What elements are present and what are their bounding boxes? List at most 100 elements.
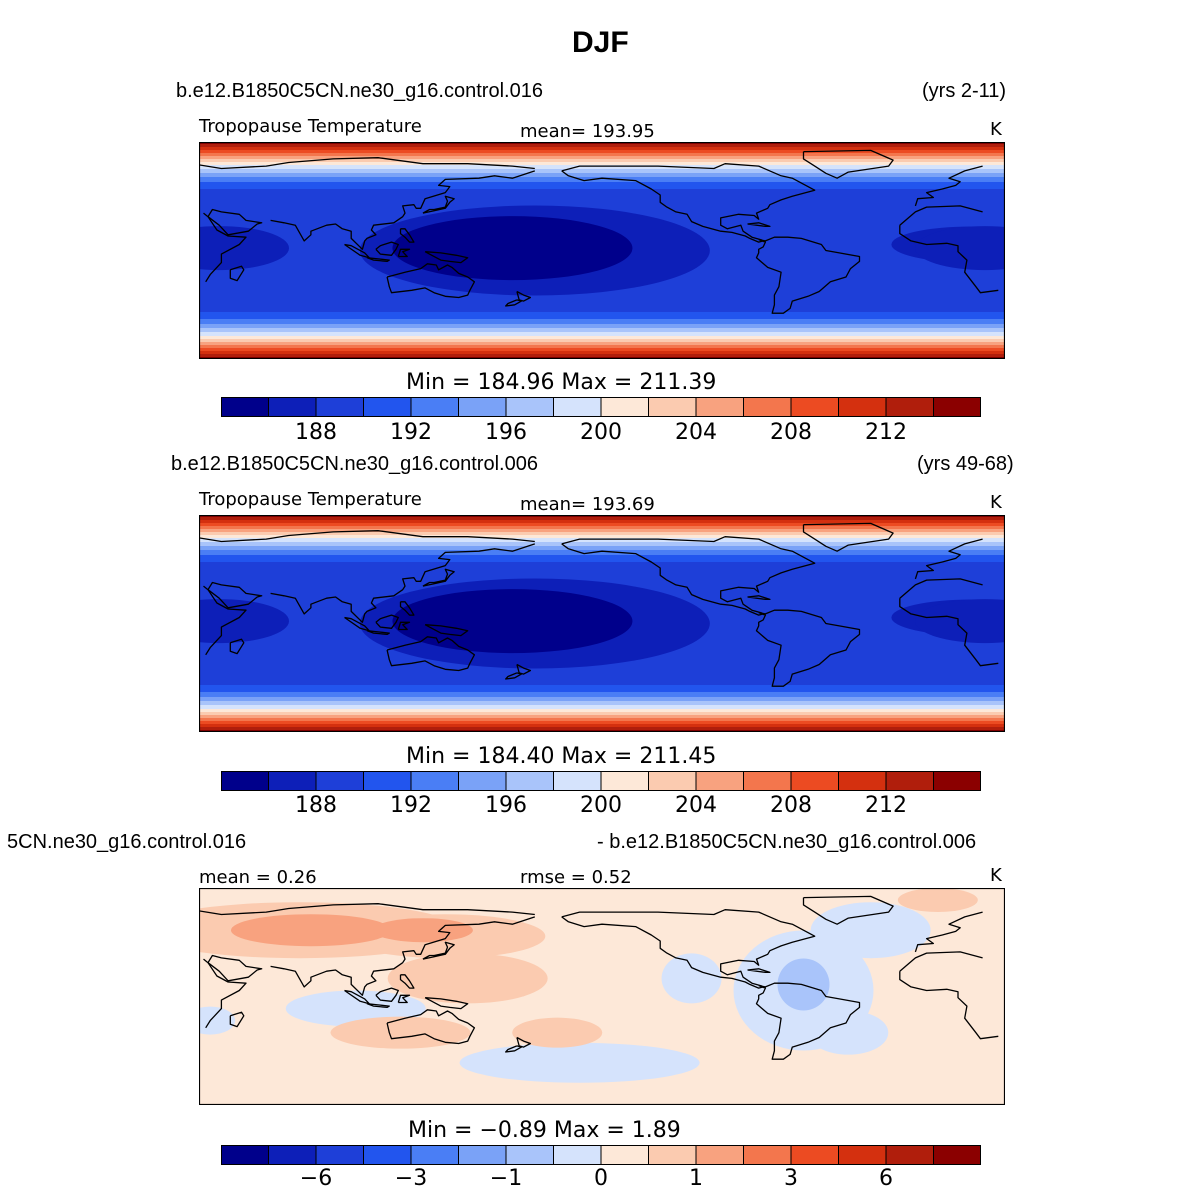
coastline-philippines — [399, 601, 415, 616]
coastline-sumatra — [344, 243, 370, 259]
colorbar-tick-label: 0 — [594, 1166, 608, 1191]
colorbar-frame — [221, 397, 981, 417]
coastline-nz2 — [505, 299, 523, 307]
colorbar-swatch — [885, 1145, 934, 1165]
coastline-philippines — [399, 974, 415, 989]
colorbar-tick-label: 188 — [295, 793, 337, 818]
coastline-java — [366, 257, 390, 263]
coastline-australia — [386, 263, 476, 299]
coastlines — [199, 149, 999, 314]
colorbar-swatch — [553, 771, 602, 791]
colorbar-swatch — [933, 1145, 981, 1165]
map-frame — [199, 888, 1005, 1105]
colorbar-tick-label: 196 — [485, 793, 527, 818]
colorbar-swatch — [410, 771, 459, 791]
colorbar-swatch — [838, 397, 887, 417]
coastline-sulawesi — [397, 248, 411, 258]
colorbar-swatch — [743, 1145, 792, 1165]
coastline-madagascar — [229, 1011, 245, 1028]
coastline-greenland — [802, 522, 894, 552]
colorbar-swatch — [790, 1145, 839, 1165]
mean-label-2: mean= 193.69 — [520, 494, 655, 515]
contour-blob — [372, 918, 473, 943]
colorbar-tick-label: 192 — [390, 420, 432, 445]
colorbar-tick-label: 6 — [879, 1166, 893, 1191]
map-panel-3 — [199, 888, 1005, 1105]
coastline-india — [270, 916, 536, 996]
contour-fill — [199, 515, 1005, 732]
coastline-sulawesi — [397, 994, 411, 1004]
mean-label-3: mean = 0.26 — [199, 867, 317, 888]
coastline-india — [270, 543, 536, 623]
coastline-africa — [203, 951, 999, 1040]
coastline-sumatra — [344, 989, 370, 1005]
colorbar-tick-label: 200 — [580, 420, 622, 445]
colorbar-tick-label: 1 — [689, 1166, 703, 1191]
contour-blob — [897, 888, 978, 913]
coastline-nz — [516, 663, 532, 675]
colorbar-swatch — [268, 771, 317, 791]
coastlines — [199, 522, 999, 687]
coastline-cuba — [747, 222, 771, 228]
case-label-3-right: - b.e12.B1850C5CN.ne30_g16.control.006 — [597, 831, 977, 853]
map-frame — [199, 142, 1005, 359]
map-panel-1 — [199, 142, 1005, 359]
colorbar-tick-label: −1 — [489, 1166, 523, 1191]
colorbar-swatch — [885, 397, 934, 417]
colorbar-2 — [221, 771, 981, 791]
colorbar-tick-label: 3 — [784, 1166, 798, 1191]
contour-blob — [808, 1010, 889, 1055]
colorbar-swatch — [315, 1145, 364, 1165]
coastline-africa — [203, 205, 999, 294]
colorbar-tick-label: 212 — [865, 420, 907, 445]
coastline-cuba — [747, 968, 771, 974]
coastline-sumatra — [344, 616, 370, 632]
colorbar-swatch — [743, 397, 792, 417]
colorbar-swatch — [695, 1145, 744, 1165]
variable-label-1: Tropopause Temperature — [199, 116, 422, 137]
colorbar-tick-label: −6 — [299, 1166, 333, 1191]
coastline-japan — [422, 568, 455, 587]
colorbar-swatch — [410, 1145, 459, 1165]
minmax-label-2: Min = 184.40 Max = 211.45 — [406, 744, 717, 769]
colorbar-swatch — [505, 1145, 554, 1165]
colorbar-tick-label: 208 — [770, 793, 812, 818]
colorbar-3 — [221, 1145, 981, 1165]
rmse-label-3: rmse = 0.52 — [520, 867, 632, 888]
contour-blob — [230, 914, 391, 947]
coastline-philippines — [399, 228, 415, 243]
colorbar-swatch — [363, 771, 412, 791]
colorbar-swatch — [600, 1145, 649, 1165]
colorbar-swatch — [600, 771, 649, 791]
colorbar-swatch — [553, 1145, 602, 1165]
units-label-1: K — [990, 119, 1002, 140]
colorbar-tick-label: 208 — [770, 420, 812, 445]
colorbar-swatch — [221, 1145, 269, 1165]
colorbar-swatch — [221, 397, 269, 417]
colorbar-swatch — [363, 397, 412, 417]
coastline-java — [366, 1003, 390, 1009]
coastline-australia — [386, 636, 476, 672]
years-label-1: (yrs 2-11) — [922, 80, 1007, 102]
colorbar-tick-label: 204 — [675, 793, 717, 818]
colorbar-swatch — [315, 771, 364, 791]
coastline-namer — [561, 909, 816, 989]
years-label-2: (yrs 49-68) — [917, 453, 1014, 475]
colorbar-tick-label: −3 — [394, 1166, 428, 1191]
coastline-arabia — [207, 581, 263, 609]
colorbar-swatch — [600, 397, 649, 417]
coastline-borneo — [375, 987, 399, 1002]
coastline-nz2 — [505, 672, 523, 680]
coastline-nz — [516, 290, 532, 302]
map-frame — [199, 515, 1005, 732]
coastline-madagascar — [229, 638, 245, 655]
contour-blob — [915, 599, 1005, 644]
colorbar-frame — [221, 1145, 981, 1165]
colorbar-swatch — [458, 1145, 507, 1165]
page-title: DJF — [572, 26, 629, 59]
coastline-africa — [203, 578, 999, 667]
coastline-europe — [199, 903, 983, 953]
coastline-samer — [755, 236, 861, 314]
coastline-cuba — [747, 595, 771, 601]
coastline-india — [270, 170, 536, 250]
